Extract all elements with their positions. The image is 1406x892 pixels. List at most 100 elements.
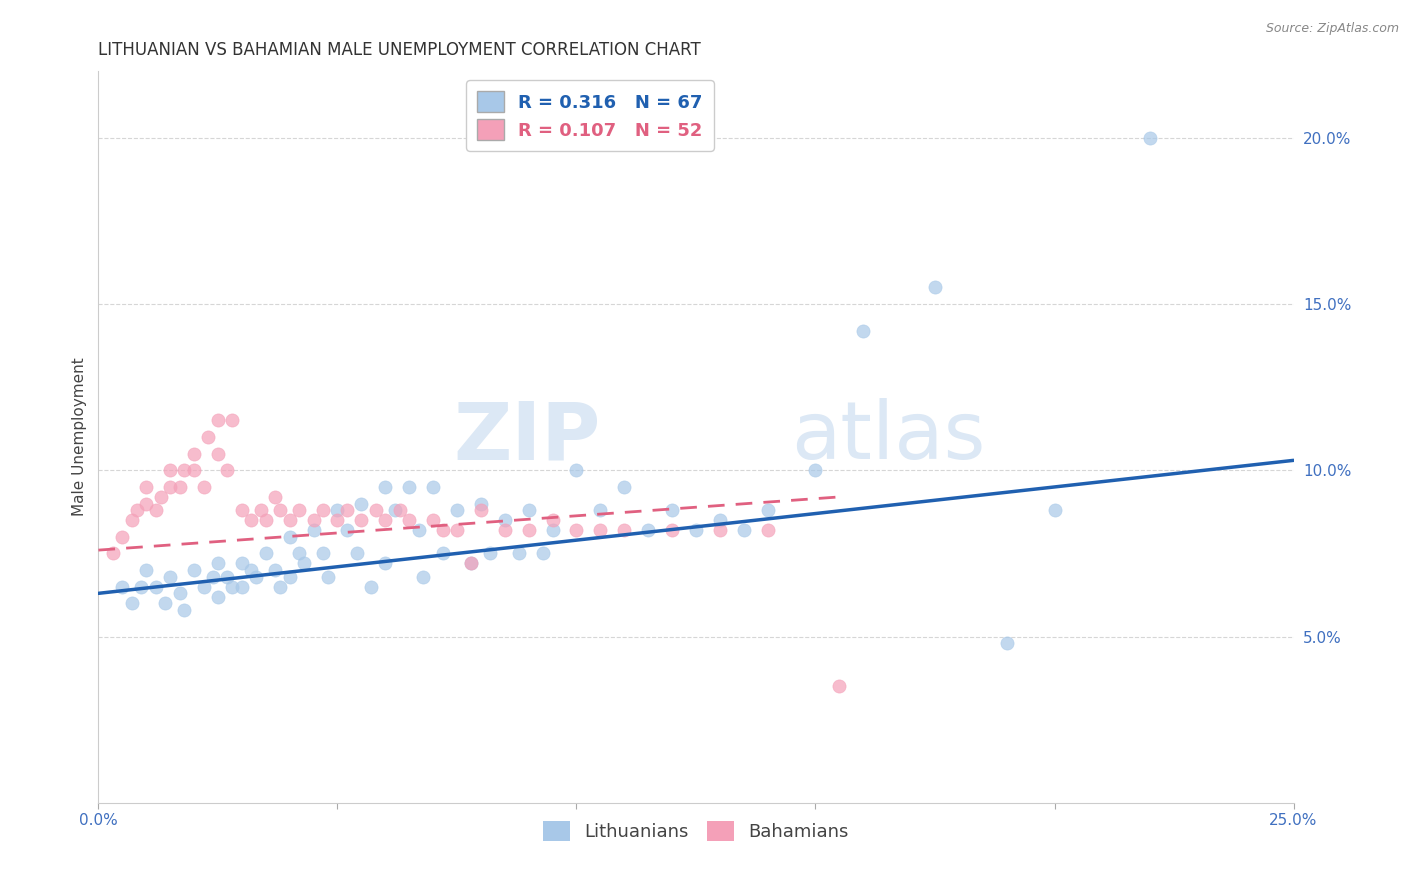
Point	[508, 546, 530, 560]
Point	[145, 580, 167, 594]
Point	[446, 503, 468, 517]
Point	[121, 513, 143, 527]
Point	[432, 546, 454, 560]
Point	[470, 497, 492, 511]
Point	[613, 480, 636, 494]
Point	[446, 523, 468, 537]
Point	[398, 513, 420, 527]
Point	[541, 523, 564, 537]
Point	[1139, 131, 1161, 145]
Point	[709, 513, 731, 527]
Point	[804, 463, 827, 477]
Point	[422, 513, 444, 527]
Point	[408, 523, 430, 537]
Point	[183, 447, 205, 461]
Point	[326, 503, 349, 517]
Point	[460, 557, 482, 571]
Point	[131, 580, 153, 594]
Point	[193, 580, 215, 594]
Point	[350, 497, 373, 511]
Point	[685, 523, 707, 537]
Text: LITHUANIAN VS BAHAMIAN MALE UNEMPLOYMENT CORRELATION CHART: LITHUANIAN VS BAHAMIAN MALE UNEMPLOYMENT…	[98, 41, 702, 59]
Point	[269, 580, 291, 594]
Point	[360, 580, 382, 594]
Point	[412, 570, 434, 584]
Point	[398, 480, 420, 494]
Point	[111, 580, 134, 594]
Point	[240, 513, 263, 527]
Point	[207, 557, 229, 571]
Point	[207, 590, 229, 604]
Point	[240, 563, 263, 577]
Point	[125, 503, 148, 517]
Point	[169, 586, 191, 600]
Point	[135, 497, 157, 511]
Text: ZIP: ZIP	[453, 398, 600, 476]
Point	[264, 490, 287, 504]
Point	[159, 480, 181, 494]
Point	[422, 480, 444, 494]
Point	[432, 523, 454, 537]
Point	[217, 463, 239, 477]
Point	[613, 523, 636, 537]
Text: atlas: atlas	[792, 398, 986, 476]
Point	[278, 513, 301, 527]
Point	[494, 513, 516, 527]
Point	[121, 596, 143, 610]
Point	[173, 463, 195, 477]
Point	[541, 513, 564, 527]
Point	[302, 523, 325, 537]
Point	[312, 503, 335, 517]
Point	[364, 503, 387, 517]
Point	[326, 513, 349, 527]
Point	[589, 523, 612, 537]
Point	[336, 503, 359, 517]
Point	[149, 490, 172, 504]
Point	[661, 523, 683, 537]
Legend: Lithuanians, Bahamians: Lithuanians, Bahamians	[536, 814, 856, 848]
Point	[384, 503, 406, 517]
Point	[278, 570, 301, 584]
Point	[101, 546, 124, 560]
Point	[193, 480, 215, 494]
Point	[312, 546, 335, 560]
Point	[460, 557, 482, 571]
Point	[852, 324, 875, 338]
Point	[388, 503, 411, 517]
Point	[517, 503, 540, 517]
Point	[135, 480, 157, 494]
Point	[756, 503, 779, 517]
Point	[661, 503, 683, 517]
Point	[254, 546, 277, 560]
Point	[202, 570, 225, 584]
Y-axis label: Male Unemployment: Male Unemployment	[72, 358, 87, 516]
Point	[111, 530, 134, 544]
Point	[231, 503, 253, 517]
Point	[250, 503, 273, 517]
Point	[316, 570, 339, 584]
Point	[828, 680, 851, 694]
Point	[531, 546, 554, 560]
Point	[231, 580, 253, 594]
Point	[756, 523, 779, 537]
Point	[159, 463, 181, 477]
Point	[288, 546, 311, 560]
Point	[278, 530, 301, 544]
Point	[169, 480, 191, 494]
Point	[231, 557, 253, 571]
Point	[374, 557, 396, 571]
Point	[254, 513, 277, 527]
Point	[374, 480, 396, 494]
Point	[995, 636, 1018, 650]
Point	[183, 463, 205, 477]
Point	[159, 570, 181, 584]
Point	[245, 570, 267, 584]
Point	[302, 513, 325, 527]
Point	[517, 523, 540, 537]
Point	[197, 430, 219, 444]
Point	[221, 413, 243, 427]
Point	[145, 503, 167, 517]
Point	[589, 503, 612, 517]
Point	[709, 523, 731, 537]
Point	[565, 463, 588, 477]
